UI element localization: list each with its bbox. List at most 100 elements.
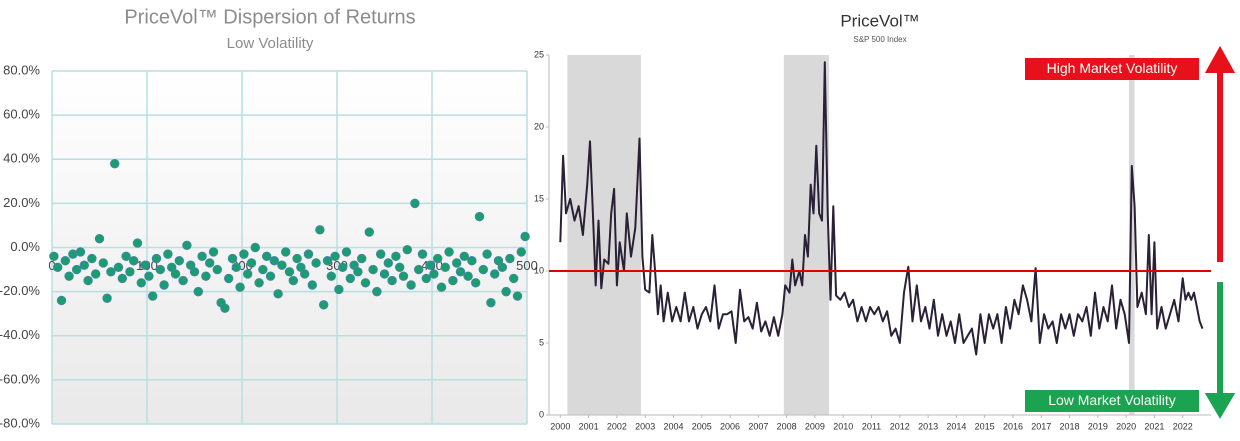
x-tick-label: 0 — [48, 258, 55, 273]
point — [262, 251, 272, 262]
x-tick-label: 2018 — [1060, 421, 1080, 431]
point — [132, 238, 143, 248]
point — [429, 269, 439, 279]
y-tick-label: 20 — [534, 121, 544, 131]
x-tick-label: 2015 — [975, 421, 995, 431]
point — [311, 258, 321, 268]
point — [516, 247, 527, 257]
point — [474, 211, 485, 222]
point — [520, 231, 530, 242]
point — [163, 249, 173, 259]
point — [383, 258, 394, 268]
point — [501, 286, 511, 297]
point — [277, 260, 287, 270]
point — [106, 267, 116, 277]
point — [345, 273, 356, 284]
point — [398, 271, 409, 281]
x-tick-label: 500 — [516, 258, 538, 273]
point — [204, 258, 215, 268]
y-tick-label: 0.0% — [10, 239, 40, 254]
point — [121, 251, 131, 262]
point — [322, 256, 333, 266]
point — [421, 273, 432, 284]
point — [125, 267, 135, 277]
point — [505, 253, 515, 264]
point — [448, 275, 458, 286]
chart-subtitle: S&P 500 Index — [853, 35, 906, 44]
point — [436, 282, 447, 292]
y-tick-label: -60.0% — [0, 371, 40, 386]
x-tick-label: 2020 — [1116, 421, 1136, 431]
x-tick-label: 2005 — [692, 421, 712, 431]
point — [284, 267, 295, 277]
y-tick-label: 25 — [534, 49, 544, 59]
point — [357, 253, 367, 264]
y-tick-label: 0 — [539, 409, 544, 419]
x-tick-label: 2003 — [635, 421, 655, 431]
point — [49, 251, 59, 262]
point — [90, 269, 101, 279]
point — [478, 264, 489, 275]
x-tick-label: 2022 — [1173, 421, 1193, 431]
point — [509, 273, 519, 284]
point — [467, 256, 477, 266]
point — [94, 233, 105, 244]
point — [220, 303, 230, 313]
chart-title: PriceVol™ Dispersion of Returns — [124, 6, 415, 28]
y-tick-label: -20.0% — [0, 283, 40, 298]
point — [315, 225, 325, 235]
annotation: High Market Volatility — [1047, 60, 1178, 76]
point — [459, 251, 470, 262]
point — [242, 269, 253, 279]
x-tick-label: 2016 — [1003, 421, 1023, 431]
point — [402, 245, 413, 255]
point — [87, 253, 97, 264]
point — [109, 158, 120, 169]
point — [300, 269, 310, 279]
point — [433, 253, 443, 264]
point — [353, 267, 363, 277]
point — [368, 264, 378, 275]
y-tick-label: 60.0% — [3, 107, 40, 122]
point — [254, 278, 264, 288]
x-tick-label: 2002 — [607, 421, 627, 431]
point — [159, 280, 169, 290]
point — [147, 291, 158, 301]
point — [136, 278, 147, 288]
annotation-box — [1025, 390, 1199, 412]
x-tick-label: 2010 — [833, 421, 853, 431]
x-tick-label: 2013 — [918, 421, 938, 431]
point — [273, 289, 283, 299]
point — [440, 262, 451, 273]
point — [212, 264, 223, 275]
point — [486, 297, 496, 308]
point — [490, 269, 500, 279]
point — [182, 240, 192, 250]
point — [497, 262, 508, 273]
point — [269, 256, 280, 266]
line — [559, 61, 1204, 356]
x-tick-label: 2007 — [748, 421, 768, 431]
x-tick-label: 2006 — [720, 421, 740, 431]
y-tick-label: 5 — [539, 337, 544, 347]
x-tick-label: 2014 — [946, 421, 966, 431]
x-tick-label: 2017 — [1031, 421, 1051, 431]
point — [227, 253, 238, 264]
point — [79, 260, 90, 270]
y-tick-label: 20.0% — [3, 195, 40, 210]
y-tick-label: 40.0% — [3, 151, 40, 166]
point — [56, 295, 67, 306]
point — [246, 258, 257, 268]
point — [235, 282, 245, 292]
point — [395, 262, 405, 273]
point — [288, 275, 299, 286]
point — [64, 271, 74, 281]
point — [258, 264, 268, 275]
point — [151, 253, 162, 264]
point — [102, 293, 112, 303]
point — [410, 198, 420, 209]
point — [482, 249, 492, 259]
point — [417, 249, 428, 259]
point — [303, 249, 314, 259]
